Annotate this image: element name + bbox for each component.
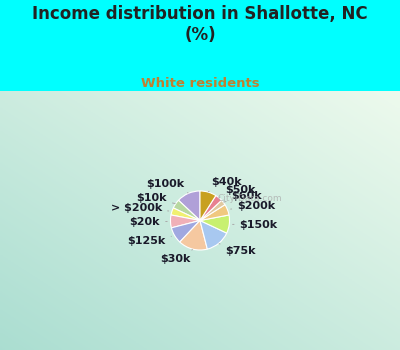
- Text: $50k: $50k: [219, 185, 256, 197]
- Text: $10k: $10k: [136, 193, 175, 204]
- Wedge shape: [200, 200, 225, 220]
- Wedge shape: [200, 220, 227, 249]
- Text: $75k: $75k: [219, 244, 256, 256]
- Text: $125k: $125k: [128, 236, 172, 246]
- Text: $150k: $150k: [232, 220, 278, 231]
- Text: City-Data.com: City-Data.com: [218, 194, 282, 203]
- Wedge shape: [170, 215, 200, 228]
- Wedge shape: [178, 191, 200, 220]
- Wedge shape: [171, 208, 200, 220]
- Text: $200k: $200k: [231, 201, 275, 211]
- Text: $40k: $40k: [208, 177, 242, 192]
- Text: > $200k: > $200k: [111, 203, 169, 213]
- Text: $20k: $20k: [130, 217, 167, 227]
- Text: Income distribution in Shallotte, NC
(%): Income distribution in Shallotte, NC (%): [32, 5, 368, 44]
- Text: $100k: $100k: [146, 179, 188, 193]
- Wedge shape: [172, 220, 200, 242]
- Wedge shape: [200, 196, 222, 220]
- Text: $30k: $30k: [160, 250, 192, 264]
- Wedge shape: [200, 191, 216, 220]
- Wedge shape: [200, 215, 230, 233]
- Text: White residents: White residents: [141, 77, 259, 90]
- Text: $60k: $60k: [224, 191, 262, 202]
- Wedge shape: [180, 220, 207, 250]
- Wedge shape: [173, 200, 200, 220]
- Wedge shape: [200, 205, 229, 220]
